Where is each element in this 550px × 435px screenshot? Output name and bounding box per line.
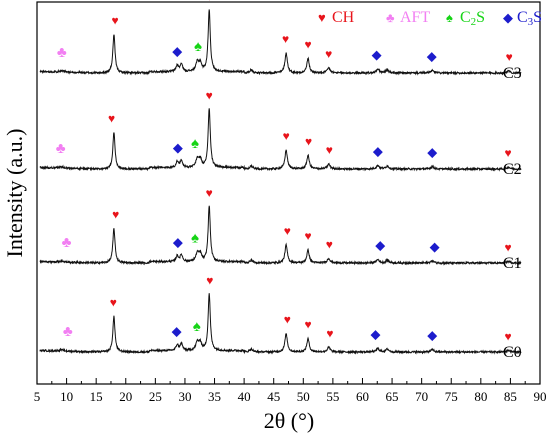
marker-ch-c3: ♥ xyxy=(304,38,311,52)
marker-c3s-c2: ◆ xyxy=(427,145,437,160)
trace-c1 xyxy=(39,205,522,266)
marker-c3s-c3: ◆ xyxy=(172,44,182,59)
legend-label-1: AFT xyxy=(400,9,430,26)
x-tick-label: 65 xyxy=(386,389,399,404)
series-label-c0: C0 xyxy=(503,344,522,361)
x-tick-label: 50 xyxy=(297,389,310,404)
trace-c0 xyxy=(39,293,522,355)
marker-c3s-c2: ◆ xyxy=(173,140,183,155)
marker-ch-c1: ♥ xyxy=(206,186,213,200)
marker-ch-c2: ♥ xyxy=(326,143,333,157)
series-labels: C3 C2 C1 C0 xyxy=(503,65,522,361)
marker-ch-c0: ♥ xyxy=(206,274,213,288)
marker-c3s-c1: ◆ xyxy=(375,238,385,253)
marker-aft-c1: ♣ xyxy=(62,235,72,251)
marker-ch-c0: ♥ xyxy=(304,318,311,332)
marker-c3s-c0: ◆ xyxy=(172,323,182,338)
marker-ch-c1: ♥ xyxy=(304,229,311,243)
x-tick-label: 85 xyxy=(504,389,517,404)
marker-ch-c3: ♥ xyxy=(325,47,332,61)
marker-c3s-c3: ◆ xyxy=(427,49,437,64)
marker-ch-c0: ♥ xyxy=(110,296,117,310)
x-tick-label: 70 xyxy=(415,389,428,404)
series-label-c2: C2 xyxy=(503,161,522,178)
legend-label-3: C3S xyxy=(517,9,542,28)
marker-c3s-c2: ◆ xyxy=(373,143,383,158)
marker-c3s-c0: ◆ xyxy=(370,326,380,341)
marker-c2s-c2: ♠ xyxy=(191,136,199,152)
marker-c3s-c0: ◆ xyxy=(427,328,437,343)
marker-c3s-c1: ◆ xyxy=(173,234,183,249)
series-label-c1: C1 xyxy=(503,255,522,272)
legend-symbol-0: ♥ xyxy=(318,10,326,25)
marker-c2s-c0: ♠ xyxy=(193,319,201,335)
x-tick-label: 45 xyxy=(267,389,280,404)
x-tick-label: 25 xyxy=(149,389,162,404)
marker-aft-c2: ♣ xyxy=(56,141,66,157)
marker-ch-c2: ♥ xyxy=(504,146,511,160)
x-tick-label: 90 xyxy=(534,389,547,404)
marker-ch-c3: ♥ xyxy=(112,14,119,28)
marker-ch-c2: ♥ xyxy=(305,134,312,148)
marker-ch-c1: ♥ xyxy=(284,224,291,238)
xrd-traces xyxy=(39,9,522,355)
legend-label-0: CH xyxy=(332,9,355,26)
trace-c3 xyxy=(39,9,522,76)
x-tick-label: 80 xyxy=(474,389,487,404)
legend: ♥ CH ♣ AFT ♠ C2S ◆ C3S xyxy=(318,9,542,28)
marker-c2s-c1: ♠ xyxy=(191,230,199,246)
x-tick-label: 55 xyxy=(326,389,339,404)
marker-ch-c1: ♥ xyxy=(112,207,119,221)
marker-ch-c1: ♥ xyxy=(504,240,511,254)
marker-aft-c0: ♣ xyxy=(63,324,73,340)
marker-ch-c2: ♥ xyxy=(108,111,115,125)
y-axis-label: Intensity (a.u.) xyxy=(2,129,27,258)
marker-ch-c0: ♥ xyxy=(504,329,511,343)
marker-ch-c0: ♥ xyxy=(326,326,333,340)
marker-ch-c2: ♥ xyxy=(283,129,290,143)
series-label-c3: C3 xyxy=(503,65,522,82)
trace-c2 xyxy=(39,108,522,172)
marker-ch-c3: ♥ xyxy=(206,0,213,4)
x-tick-label: 30 xyxy=(178,389,191,404)
marker-ch-c2: ♥ xyxy=(206,89,213,103)
legend-label-2: C2S xyxy=(460,9,485,28)
legend-symbol-1: ♣ xyxy=(386,10,395,25)
phase-markers: ♣ ♥ ◆ ♠ ♥ ♥ ♥ ♥ ◆ ◆ ♥ ♣ ♥ ◆ ♠ ♥ ♥ ♥ ♥ ◆ ◆ ♥ ♣ ♥ ◆ ♠ ♥ ♥ ♥ ♥ ◆ ◆ ♥ ♣ ♥ ◆ ♠ ♥ ♥ ♥… xyxy=(56,0,513,343)
marker-ch-c3: ♥ xyxy=(282,32,289,46)
x-tick-label: 40 xyxy=(238,389,251,404)
x-tick-label: 20 xyxy=(119,389,132,404)
x-tick-label: 75 xyxy=(445,389,458,404)
x-tick-label: 35 xyxy=(208,389,221,404)
marker-aft-c3: ♣ xyxy=(57,45,67,61)
x-axis-ticks: 5 10 15 20 25 30 35 40 45 50 55 60 65 70 75 80 85 90 xyxy=(34,378,547,404)
marker-c2s-c3: ♠ xyxy=(194,39,202,55)
legend-symbol-2: ♠ xyxy=(446,10,453,25)
x-tick-label: 60 xyxy=(356,389,369,404)
marker-ch-c0: ♥ xyxy=(284,313,291,327)
x-tick-label: 5 xyxy=(34,389,41,404)
legend-symbol-3: ◆ xyxy=(503,10,513,25)
marker-c3s-c3: ◆ xyxy=(372,47,382,62)
marker-ch-c3: ♥ xyxy=(506,50,513,64)
marker-ch-c1: ♥ xyxy=(326,237,333,251)
marker-c3s-c1: ◆ xyxy=(430,239,440,254)
x-axis-label: 2θ (°) xyxy=(264,408,315,433)
x-tick-label: 10 xyxy=(60,389,73,404)
x-tick-label: 15 xyxy=(90,389,103,404)
